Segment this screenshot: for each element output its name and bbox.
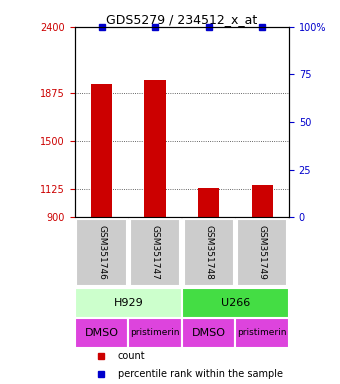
Bar bbox=[237, 218, 287, 286]
Bar bbox=[91, 84, 112, 217]
Text: GSM351748: GSM351748 bbox=[204, 225, 213, 280]
Bar bbox=[76, 218, 127, 286]
Bar bbox=[129, 318, 182, 348]
Text: pristimerin: pristimerin bbox=[237, 328, 287, 337]
Text: GSM351746: GSM351746 bbox=[97, 225, 106, 280]
Bar bbox=[75, 318, 129, 348]
Bar bbox=[75, 288, 182, 318]
Text: GSM351749: GSM351749 bbox=[258, 225, 267, 280]
Bar bbox=[184, 218, 234, 286]
Text: percentile rank within the sample: percentile rank within the sample bbox=[118, 369, 283, 379]
Bar bbox=[182, 288, 289, 318]
Polygon shape bbox=[32, 295, 53, 310]
Bar bbox=[235, 318, 289, 348]
Text: pristimerin: pristimerin bbox=[130, 328, 180, 337]
Bar bbox=[130, 218, 180, 286]
Bar bbox=[144, 79, 166, 217]
Text: count: count bbox=[118, 351, 145, 361]
Bar bbox=[182, 318, 235, 348]
Bar bbox=[252, 185, 273, 217]
Text: U266: U266 bbox=[221, 298, 250, 308]
Text: DMSO: DMSO bbox=[192, 328, 226, 338]
Title: GDS5279 / 234512_x_at: GDS5279 / 234512_x_at bbox=[106, 13, 257, 26]
Polygon shape bbox=[32, 325, 53, 340]
Bar bbox=[198, 188, 219, 217]
Text: DMSO: DMSO bbox=[85, 328, 119, 338]
Text: H929: H929 bbox=[114, 298, 143, 308]
Text: GSM351747: GSM351747 bbox=[151, 225, 159, 280]
